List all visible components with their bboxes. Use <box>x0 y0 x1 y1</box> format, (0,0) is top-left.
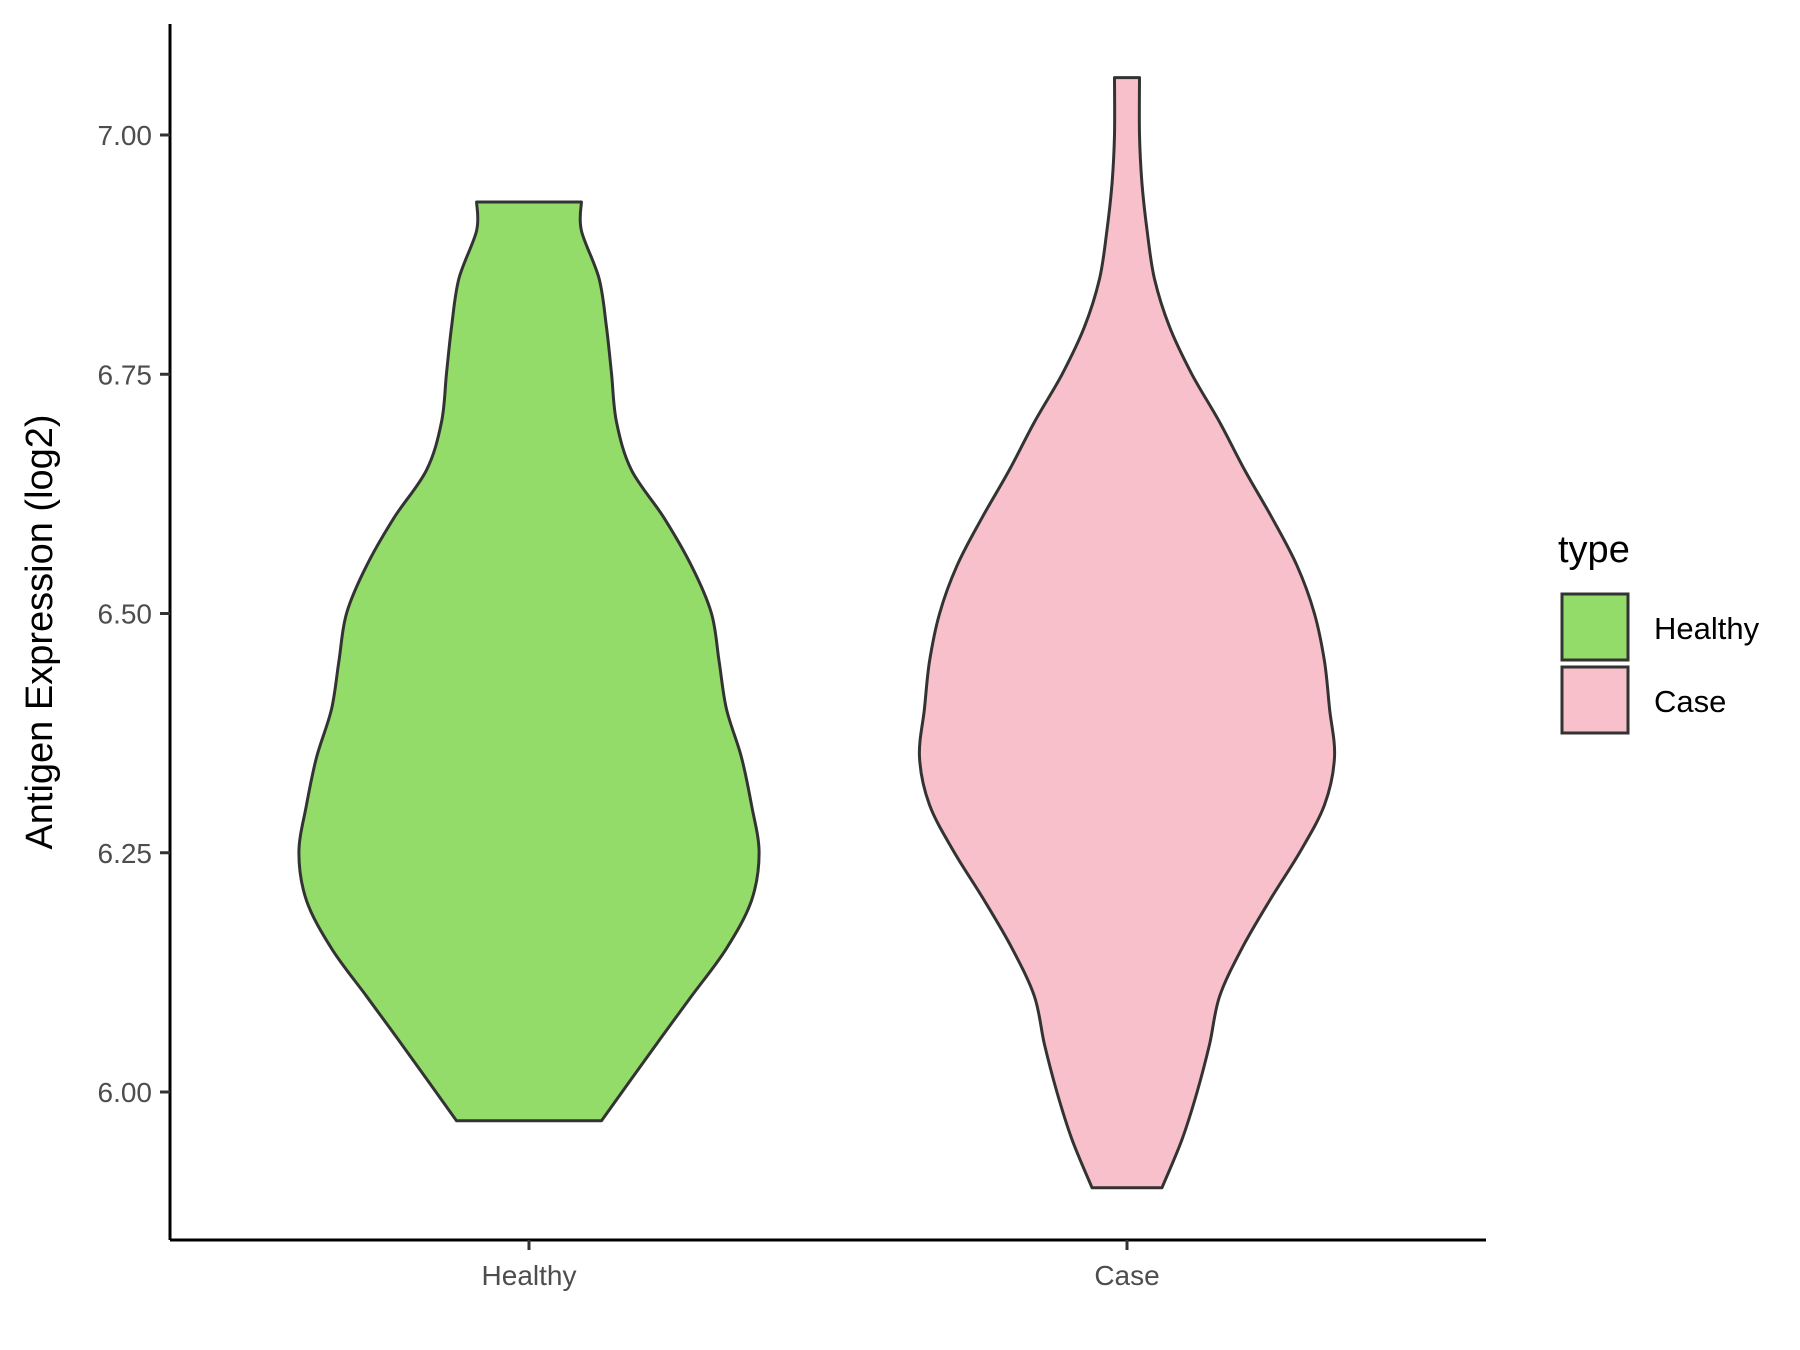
axes: 6.00 6.25 6.50 6.75 7.00 Healthy Case <box>98 24 1486 1291</box>
y-tick-label: 6.75 <box>98 359 153 390</box>
violin-healthy <box>297 200 761 1123</box>
legend-swatch-case <box>1560 665 1630 735</box>
violin-layer <box>297 76 1337 1190</box>
violin-case <box>917 76 1337 1190</box>
y-tick-label: 6.50 <box>98 599 153 630</box>
y-axis-title: Antigen Expression (log2) <box>19 414 61 849</box>
legend-label-healthy: Healthy <box>1654 611 1760 646</box>
x-ticks: Healthy Case <box>482 1240 1160 1291</box>
y-tick-label: 6.25 <box>98 838 153 869</box>
x-tick-label-case: Case <box>1094 1260 1159 1291</box>
y-ticks: 6.00 6.25 6.50 6.75 7.00 <box>98 120 170 1108</box>
legend-swatch-healthy <box>1560 592 1630 662</box>
x-tick-label-healthy: Healthy <box>482 1260 577 1291</box>
legend-title: type <box>1558 529 1630 571</box>
y-tick-label: 7.00 <box>98 120 153 151</box>
legend: type Healthy Case <box>1558 529 1760 735</box>
y-tick-label: 6.00 <box>98 1077 153 1108</box>
legend-label-case: Case <box>1654 684 1726 719</box>
